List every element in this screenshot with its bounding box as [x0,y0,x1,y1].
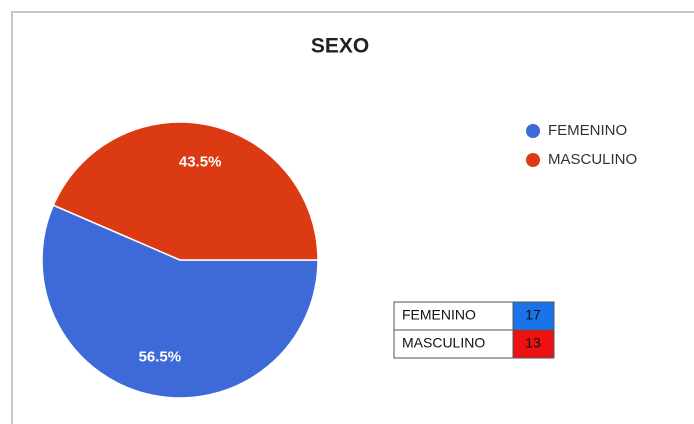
table-cell [512,301,555,331]
legend-label: MASCULINO [548,151,637,168]
legend-swatch [526,124,540,138]
pie-slice [41,204,319,399]
table-text: 17 [525,307,541,323]
table-text: 13 [525,335,541,351]
slice-label: 56.5% [139,348,182,365]
legend-label: FEMENINO [548,122,627,139]
table-text: FEMENINO [402,307,476,323]
table-cell [393,329,514,359]
chart-title: SEXO [311,35,369,58]
legend-swatch [526,153,540,167]
table-cell [512,329,555,359]
table-text: MASCULINO [402,335,485,351]
pie-slice [52,121,319,261]
slice-label: 43.5% [179,154,222,171]
